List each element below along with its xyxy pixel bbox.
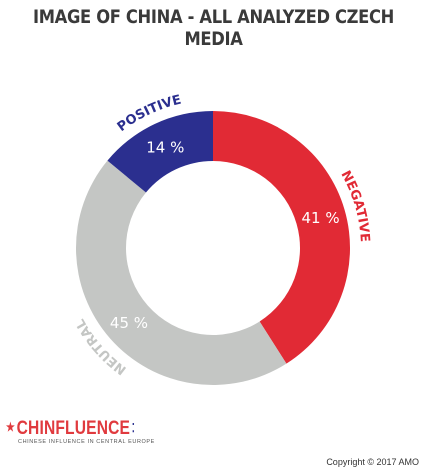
chinfluence-logo: ★CHINFLUENCE ⁚ CHINESE INFLUENCE IN CENTR… (6, 418, 163, 445)
value-label-negative: 41 % (301, 209, 339, 227)
chart-title: IMAGE OF CHINA - ALL ANALYZED CZECH MEDI… (33, 6, 394, 50)
dots-icon: ⁚ (131, 421, 136, 435)
slice-negative (213, 111, 350, 364)
value-label-positive: 14 % (146, 139, 184, 157)
logo-tagline: CHINESE INFLUENCE IN CENTRAL EUROPE (18, 439, 155, 445)
slice-positive (107, 110, 213, 193)
copyright-text: Copyright © 2017 AMO (326, 457, 419, 467)
logo-name: CHINFLUENCE (16, 418, 131, 439)
slice-neutral (76, 160, 287, 385)
star-icon: ★ (6, 420, 15, 434)
value-label-neutral: 45 % (110, 314, 148, 332)
